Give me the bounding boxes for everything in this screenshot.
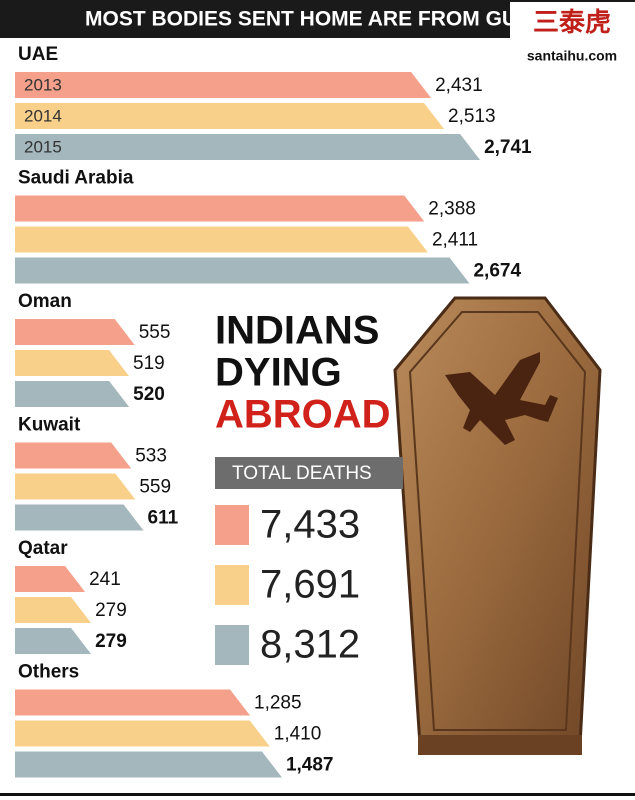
- value-label: 555: [139, 322, 171, 343]
- watermark-bg: [510, 2, 635, 72]
- bar: [15, 257, 470, 284]
- value-label: 611: [148, 508, 179, 529]
- bar: [15, 720, 270, 747]
- value-label: 2,411: [432, 230, 478, 251]
- bar: [15, 103, 445, 129]
- bar: [15, 473, 136, 500]
- value-label: 2,674: [473, 261, 521, 282]
- watermark-logo: 三泰虎: [533, 7, 611, 37]
- total-swatch: [215, 625, 249, 665]
- bar: [15, 195, 425, 222]
- value-label: 533: [135, 446, 167, 467]
- bar: [15, 319, 135, 345]
- total-swatch: [215, 505, 249, 545]
- category-label: Qatar: [18, 538, 68, 559]
- category-label: Kuwait: [18, 415, 81, 436]
- value-label: 2,388: [428, 199, 476, 220]
- value-label: 279: [95, 631, 127, 652]
- bar: [15, 504, 144, 531]
- value-label: 519: [133, 353, 165, 374]
- value-label: 2,431: [435, 75, 483, 96]
- chart-title: MOST BODIES SENT HOME ARE FROM GULF: [85, 8, 543, 31]
- series-name: 2014: [24, 106, 62, 125]
- series-name: 2013: [24, 75, 62, 94]
- totals-header: TOTAL DEATHS: [232, 463, 372, 484]
- bar: [15, 72, 432, 98]
- watermark-site: santaihu.com: [527, 48, 617, 64]
- value-label: 1,285: [254, 693, 302, 714]
- series-name: 2015: [24, 137, 62, 156]
- category-label: UAE: [18, 44, 58, 65]
- category-label: Others: [18, 662, 79, 683]
- value-label: 520: [133, 384, 165, 405]
- bar: [15, 751, 282, 778]
- category-label: Oman: [18, 291, 72, 312]
- bar: [15, 134, 481, 160]
- value-label: 241: [89, 569, 121, 590]
- value-label: 279: [95, 600, 127, 621]
- value-label: 2,513: [448, 106, 496, 127]
- value-label: 1,410: [274, 724, 322, 745]
- totals-header-bg: [215, 457, 403, 489]
- bar: [15, 226, 428, 253]
- headline: DYING: [215, 351, 342, 395]
- bar: [15, 381, 130, 407]
- bar: [15, 689, 251, 716]
- headline: ABROAD: [215, 393, 391, 437]
- total-value: 8,312: [260, 623, 360, 667]
- category-label: Saudi Arabia: [18, 168, 134, 189]
- value-label: 1,487: [286, 755, 334, 776]
- value-label: 2,741: [484, 137, 532, 158]
- bar: [15, 442, 132, 469]
- total-value: 7,691: [260, 563, 360, 607]
- bottom-rule: [0, 793, 635, 796]
- headline: INDIANS: [215, 309, 379, 353]
- total-swatch: [215, 565, 249, 605]
- coffin-illustration: [393, 296, 602, 755]
- value-label: 559: [139, 477, 171, 498]
- bar: [15, 628, 92, 654]
- bar: [15, 597, 92, 623]
- bar: [15, 566, 86, 592]
- total-value: 7,433: [260, 503, 360, 547]
- bar: [15, 350, 130, 376]
